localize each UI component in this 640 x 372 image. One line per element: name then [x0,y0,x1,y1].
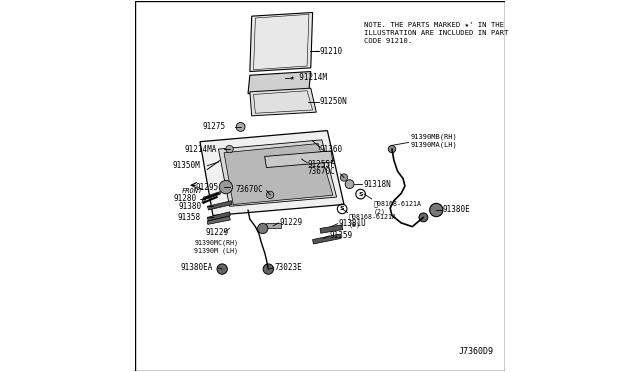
Circle shape [345,180,354,189]
Text: 73670C: 73670C [308,167,335,176]
Polygon shape [248,71,311,94]
Text: 91380: 91380 [179,202,202,211]
Polygon shape [207,212,230,221]
Text: Ⓝ08168-6121A
(2): Ⓝ08168-6121A (2) [374,200,422,215]
Circle shape [226,145,233,153]
Text: 91380E: 91380E [443,205,470,215]
Text: 91250N: 91250N [320,97,348,106]
Text: 91214MA: 91214MA [184,145,216,154]
Text: 91210: 91210 [320,47,343,56]
Circle shape [217,264,227,274]
Circle shape [388,145,396,153]
Polygon shape [207,201,232,210]
Text: 91275: 91275 [203,122,226,131]
Circle shape [429,203,443,217]
Circle shape [419,213,428,222]
Circle shape [340,174,348,181]
Text: 91381U: 91381U [339,219,366,228]
Text: 91255F: 91255F [308,160,335,169]
Polygon shape [320,225,343,233]
Text: 91358: 91358 [178,213,201,222]
Text: NOTE. THE PARTS MARKED ★' IN THE
ILLUSTRATION ARE INCLUDED IN PART
CODE 91210.: NOTE. THE PARTS MARKED ★' IN THE ILLUSTR… [364,22,509,44]
Polygon shape [200,131,344,215]
Circle shape [220,180,232,194]
Circle shape [258,223,268,234]
Polygon shape [250,13,312,71]
Text: J7360D9: J7360D9 [458,347,493,356]
Text: ★ 91214M: ★ 91214M [291,73,328,82]
Polygon shape [224,144,333,205]
Text: 91229: 91229 [280,218,303,227]
Polygon shape [202,192,220,204]
Polygon shape [312,234,341,244]
Circle shape [263,264,273,274]
Text: 91380EA: 91380EA [180,263,213,272]
Text: 73670C: 73670C [235,185,263,194]
Text: 91360: 91360 [320,145,343,154]
Bar [266,223,281,228]
Polygon shape [250,88,316,116]
Circle shape [236,122,245,131]
Text: 91390MC(RH)
91390M (LH): 91390MC(RH) 91390M (LH) [195,240,239,254]
Text: 91280: 91280 [173,195,196,203]
Text: Ⓝ08168-6121A
(8): Ⓝ08168-6121A (8) [349,214,397,228]
Text: 91350M: 91350M [172,161,200,170]
Circle shape [266,191,274,199]
Text: 91318N: 91318N [363,180,391,189]
Text: 91295: 91295 [195,183,218,192]
Text: 91229: 91229 [205,228,228,237]
Text: S: S [340,206,344,211]
Polygon shape [207,216,230,224]
Text: S: S [358,192,363,197]
Polygon shape [218,140,337,206]
Text: FRONT: FRONT [182,188,204,194]
Text: 91390MB(RH)
91390MA(LH): 91390MB(RH) 91390MA(LH) [410,134,457,148]
Text: 91359: 91359 [330,231,353,240]
Text: 73023E: 73023E [275,263,303,272]
Polygon shape [264,151,333,167]
